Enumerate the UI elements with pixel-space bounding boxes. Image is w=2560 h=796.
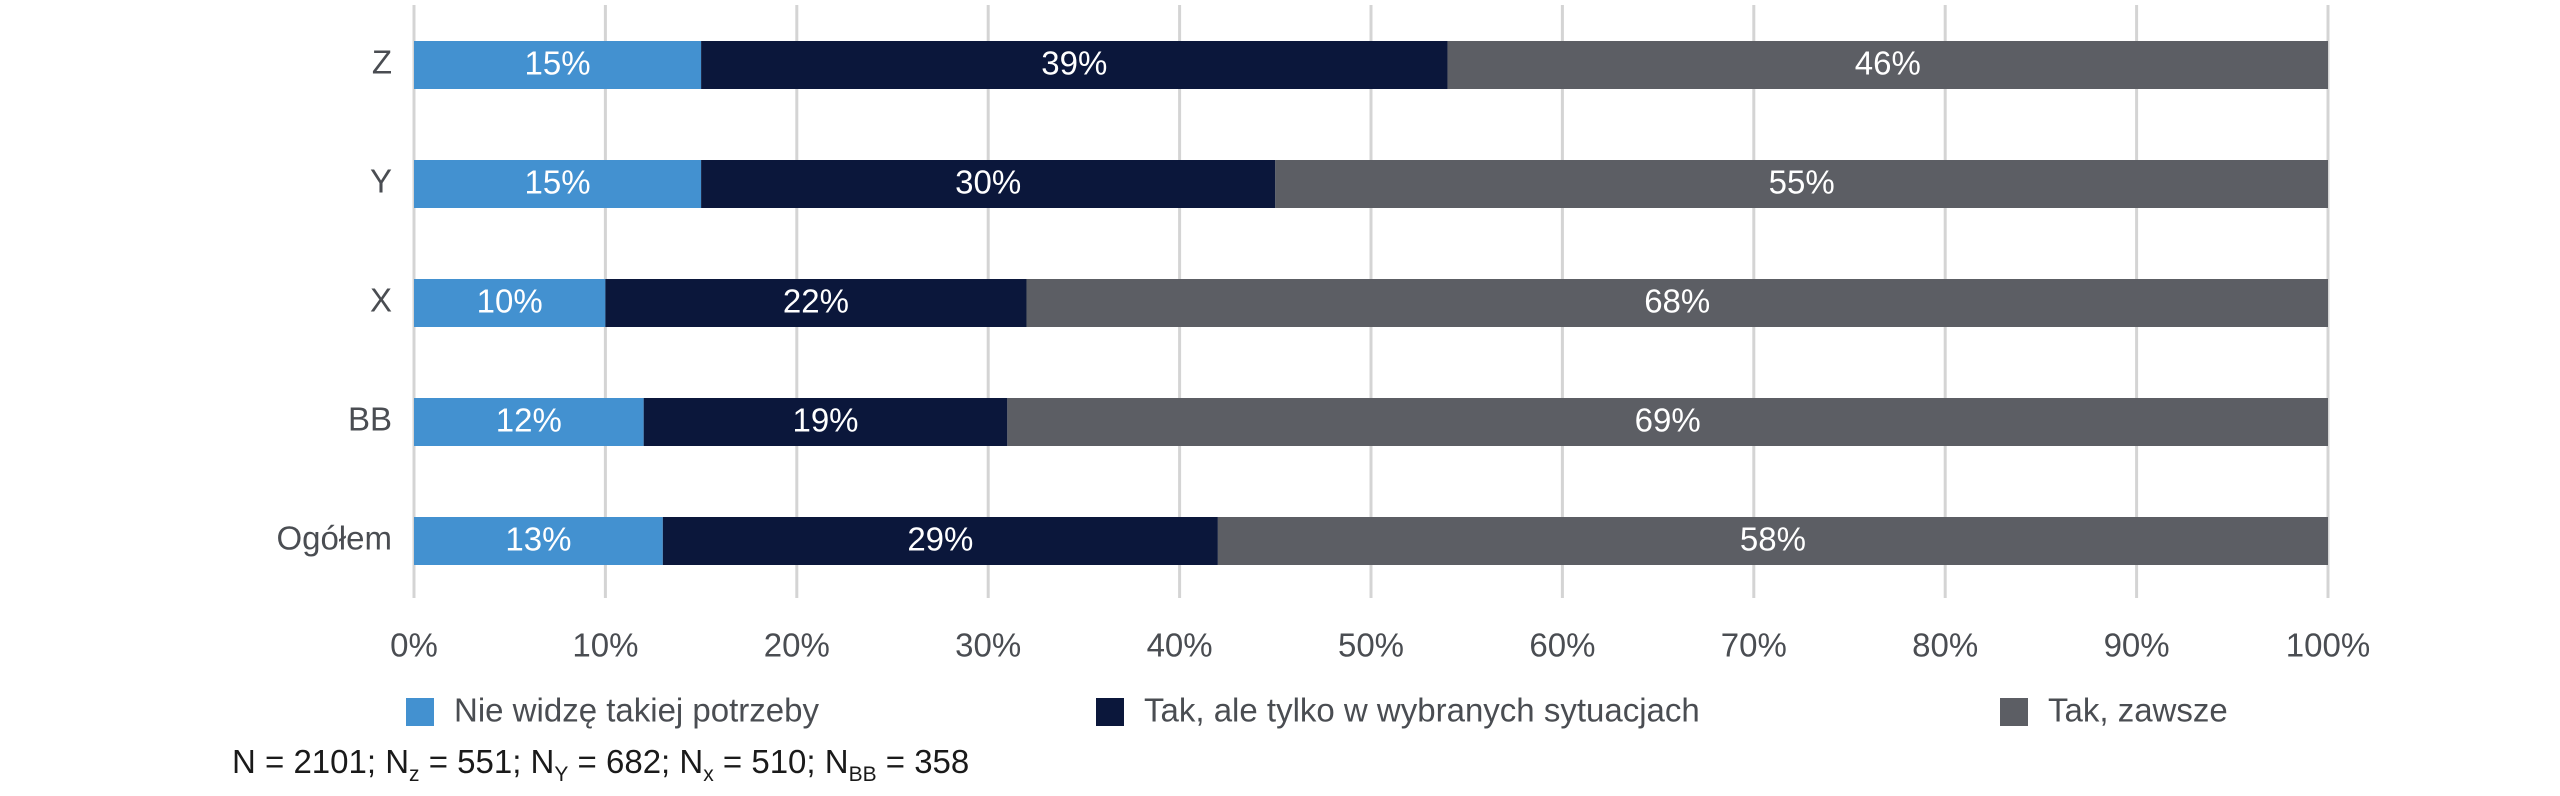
category-labels: Z Y X BB Ogółem <box>276 44 392 557</box>
x-tick-label: 30% <box>955 627 1021 664</box>
bar-segment <box>1026 279 2328 327</box>
legend-label: Nie widzę takiej potrzeby <box>454 692 819 729</box>
x-axis-tick-labels: 0% 10% 20% 30% 40% 50% 60% 70% 80% 90% 100% <box>390 627 2370 664</box>
bar-value-label: 46% <box>1855 45 1921 82</box>
bar-segment <box>1007 398 2328 446</box>
bar-value-label: 12% <box>496 402 562 439</box>
legend-swatch <box>1096 698 1124 726</box>
bar-segment <box>662 517 1218 565</box>
bar-value-label: 58% <box>1740 521 1806 558</box>
note-segment: = 551; N <box>420 743 555 780</box>
x-tick-label: 100% <box>2286 627 2370 664</box>
bar-value-label: 68% <box>1644 283 1710 320</box>
note-segment: = 358 <box>877 743 970 780</box>
x-tick-label: 0% <box>390 627 438 664</box>
category-label: Y <box>370 163 392 200</box>
bar-segment <box>1447 41 2328 89</box>
bar-value-label: 29% <box>907 521 973 558</box>
x-tick-label: 20% <box>764 627 830 664</box>
legend-label: Tak, ale tylko w wybranych sytuacjach <box>1144 692 1700 729</box>
note-segment: N = 2101; N <box>232 743 409 780</box>
x-tick-label: 10% <box>572 627 638 664</box>
bar-value-label: 69% <box>1635 402 1701 439</box>
x-tick-label: 40% <box>1147 627 1213 664</box>
note-subscript: Y <box>554 763 568 786</box>
x-tick-label: 50% <box>1338 627 1404 664</box>
bar-value-label: 22% <box>783 283 849 320</box>
bar-segment <box>1275 160 2328 208</box>
category-label: Z <box>372 44 392 81</box>
bar-segment <box>414 517 663 565</box>
x-tick-label: 80% <box>1912 627 1978 664</box>
bar-segment <box>701 41 1448 89</box>
bar-segment <box>414 398 644 446</box>
x-tick-label: 70% <box>1721 627 1787 664</box>
category-label: Ogółem <box>276 520 392 557</box>
bar-segment <box>414 279 606 327</box>
bar-segment <box>701 160 1276 208</box>
bar-value-label: 13% <box>505 521 571 558</box>
category-label: X <box>370 282 392 319</box>
legend-swatch <box>406 698 434 726</box>
bar-segment <box>1217 517 2328 565</box>
x-tick-label: 90% <box>2104 627 2170 664</box>
bar-value-label: 19% <box>792 402 858 439</box>
category-label: BB <box>348 401 392 438</box>
bars: 15% 39% 46% 15% 30% 55% 10% 22% 68% 12% 19% 69% 13% 2… <box>414 41 2328 565</box>
bar-value-label: 30% <box>955 164 1021 201</box>
bar-segment <box>643 398 1008 446</box>
note-segment: = 510; N <box>714 743 849 780</box>
note-segment: = 682; N <box>568 743 703 780</box>
note-subscript: z <box>409 763 420 786</box>
bar-segment <box>605 279 1027 327</box>
note-subscript: x <box>703 763 714 786</box>
legend-label: Tak, zawsze <box>2048 692 2228 729</box>
x-tick-label: 60% <box>1529 627 1595 664</box>
bar-value-label: 55% <box>1769 164 1835 201</box>
bar-segment <box>414 41 702 89</box>
bar-value-label: 15% <box>525 45 591 82</box>
bar-value-label: 10% <box>477 283 543 320</box>
note-subscript: BB <box>849 763 877 786</box>
bar-value-label: 39% <box>1041 45 1107 82</box>
bar-value-label: 15% <box>525 164 591 201</box>
bar-segment <box>414 160 702 208</box>
legend: Nie widzę takiej potrzeby Tak, ale tylko … <box>406 692 2228 729</box>
legend-swatch <box>2000 698 2028 726</box>
sample-size-note: N = 2101; Nz = 551; NY = 682; Nx = 510; … <box>232 743 969 786</box>
